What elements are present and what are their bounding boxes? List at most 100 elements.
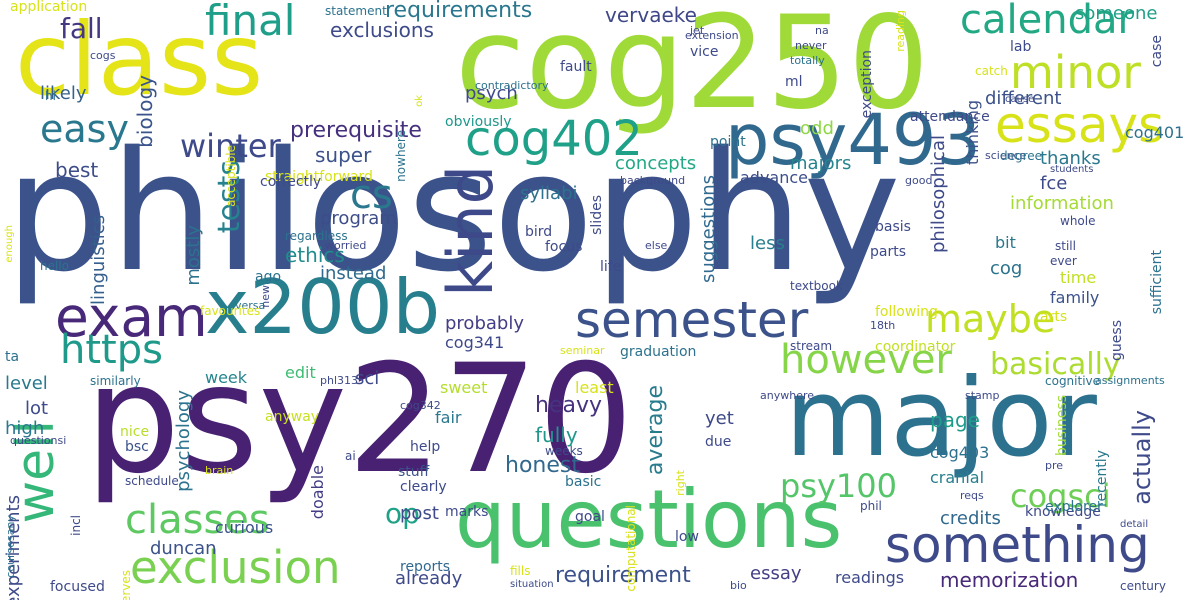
cloud-word: exception	[859, 50, 875, 119]
cloud-word: sufficient	[1149, 250, 1165, 315]
cloud-word: century	[1120, 579, 1166, 593]
cloud-word: nice	[120, 424, 150, 440]
cloud-word: situation	[510, 579, 554, 590]
cloud-word: already	[395, 568, 463, 589]
cloud-word: op	[385, 497, 420, 530]
cloud-word: ok	[414, 95, 425, 107]
cloud-word: lab	[1010, 39, 1032, 55]
cloud-word: cog342	[400, 399, 441, 412]
cloud-word: sci	[355, 368, 380, 389]
cloud-word: fce	[1040, 173, 1068, 194]
cloud-word: stream	[790, 339, 833, 353]
cloud-word: clearly	[400, 479, 447, 495]
cloud-word: mostly	[183, 225, 204, 286]
cloud-word: philosophy	[5, 116, 901, 308]
cloud-word: phil	[860, 499, 882, 513]
cloud-word: post	[400, 503, 439, 524]
cloud-word: extension	[685, 29, 739, 42]
cloud-word: linguistics	[88, 215, 109, 305]
cloud-word: incl	[69, 515, 83, 536]
cloud-word: cog403	[930, 443, 990, 462]
cloud-word: doable	[308, 465, 327, 520]
cloud-word: odd	[800, 118, 834, 139]
cloud-word: degree	[1000, 149, 1043, 163]
cloud-word: bird	[525, 224, 553, 240]
cloud-word: requirement	[555, 563, 691, 588]
cloud-word: cog341	[445, 333, 505, 352]
cloud-word: jet	[690, 24, 705, 37]
cloud-word: due	[705, 434, 732, 450]
cloud-word: ever	[1050, 254, 1077, 268]
cloud-word: information	[1010, 193, 1114, 214]
cloud-word: actually	[1128, 410, 1156, 505]
cloud-word: fair	[435, 408, 462, 427]
cloud-word: hi	[45, 89, 56, 103]
cloud-word: coursesany	[4, 515, 17, 578]
cloud-word: science	[985, 149, 1027, 162]
cloud-word: cogs	[90, 49, 116, 62]
cloud-word: less	[750, 233, 785, 254]
cloud-word: likely	[40, 83, 87, 104]
cloud-word: still	[1055, 239, 1076, 253]
cloud-word: time	[1060, 268, 1097, 287]
cloud-word: reqs	[960, 489, 984, 502]
cloud-word: something	[885, 516, 1150, 574]
cloud-word: never	[795, 39, 827, 52]
cloud-word: calendar	[960, 0, 1134, 43]
cloud-word: basic	[565, 474, 602, 490]
cloud-word: vervaeke	[605, 3, 697, 27]
cloud-word: curious	[215, 518, 274, 537]
cloud-word: assignments	[1095, 374, 1165, 387]
cloud-word: marks	[445, 504, 489, 520]
cloud-word: anyway	[265, 409, 320, 425]
cloud-word: cognitive	[1045, 374, 1101, 388]
cloud-word: instead	[320, 263, 387, 284]
cloud-word: different	[985, 88, 1062, 109]
cloud-word: edit	[285, 363, 316, 382]
cloud-word: heavy	[535, 393, 602, 418]
cloud-word: ethics	[285, 243, 345, 267]
cloud-word: cause	[1005, 94, 1035, 105]
cloud-word: psy270	[85, 333, 634, 507]
cloud-word: attendance	[910, 109, 990, 125]
cloud-word: program	[320, 208, 397, 229]
cloud-word: pre	[1045, 459, 1064, 472]
cloud-word: new	[259, 285, 272, 308]
cloud-word: recently	[1094, 450, 1110, 507]
cloud-word: nerves	[119, 570, 133, 600]
cloud-word: anywhere	[760, 389, 815, 402]
cloud-word: easy	[40, 107, 129, 151]
cloud-word: graduation	[620, 344, 697, 360]
cloud-word: page	[930, 408, 980, 432]
cloud-word: knowledge	[1025, 504, 1101, 520]
cloud-word: reports	[400, 559, 451, 575]
cloud-word: fall	[60, 12, 103, 45]
cloud-word: class	[15, 1, 264, 118]
cloud-word: business	[1054, 395, 1070, 457]
cloud-word: cog401	[1125, 123, 1185, 142]
cloud-word: stamp	[965, 389, 1000, 402]
cloud-word: application	[10, 0, 88, 15]
cloud-word: however	[780, 337, 952, 383]
cloud-word: essays	[995, 96, 1165, 154]
cloud-word: favourites	[200, 304, 261, 318]
cloud-word: textbook	[790, 279, 843, 293]
cloud-word: majors	[790, 153, 852, 174]
cloud-word: sweet	[440, 378, 488, 397]
cloud-word: slides	[589, 195, 605, 235]
cloud-word: suggestions	[698, 175, 719, 283]
cloud-word: seminar	[560, 344, 605, 357]
cloud-word: average	[643, 385, 668, 476]
cloud-word: questions	[455, 473, 843, 566]
cloud-word: lot	[25, 398, 49, 419]
cloud-word: semester	[575, 291, 809, 349]
cloud-word: questionsi	[10, 434, 67, 447]
cloud-word: coordinator	[875, 339, 956, 355]
cloud-word: contradictory	[475, 79, 549, 92]
cloud-word: philosophical	[928, 135, 949, 254]
cloud-word: ago	[255, 269, 282, 285]
cloud-word: prerequisite	[290, 118, 422, 143]
cloud-word: statement	[325, 4, 387, 18]
cloud-word: straightforward	[265, 169, 373, 185]
cloud-word: thanks	[1040, 148, 1101, 169]
